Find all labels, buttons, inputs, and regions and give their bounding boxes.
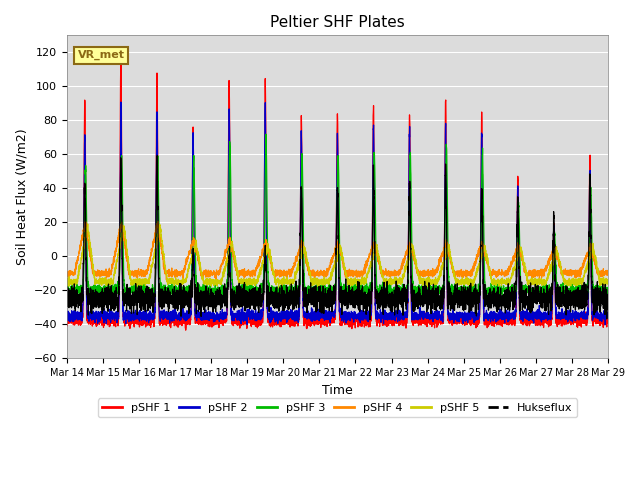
pSHF 3 [262, 132, 270, 137]
pSHF 1 [429, 317, 436, 323]
pSHF 2 [604, 315, 612, 321]
Hukseflux [317, 289, 325, 295]
pSHF 2 [429, 310, 436, 316]
pSHF 4 [154, 218, 162, 224]
pSHF 3 [604, 290, 611, 296]
pSHF 1 [317, 319, 325, 325]
Hukseflux [154, 153, 161, 158]
pSHF 2 [459, 314, 467, 320]
pSHF 2 [117, 99, 125, 105]
Hukseflux [604, 307, 612, 312]
pSHF 2 [490, 314, 497, 320]
pSHF 3 [134, 296, 142, 301]
Hukseflux [160, 293, 168, 299]
pSHF 3 [160, 288, 168, 294]
Y-axis label: Soil Heat Flux (W/m2): Soil Heat Flux (W/m2) [15, 129, 28, 265]
Title: Peltier SHF Plates: Peltier SHF Plates [270, 15, 404, 30]
pSHF 2 [63, 315, 70, 321]
pSHF 5 [63, 275, 70, 281]
pSHF 5 [84, 221, 92, 227]
pSHF 3 [604, 286, 612, 291]
Hukseflux [490, 296, 497, 302]
Hukseflux [459, 307, 467, 312]
pSHF 1 [490, 321, 497, 327]
pSHF 5 [275, 285, 282, 291]
pSHF 3 [63, 285, 70, 291]
pSHF 2 [602, 322, 609, 328]
pSHF 5 [604, 282, 612, 288]
Hukseflux [429, 296, 436, 301]
Line: Hukseflux: Hukseflux [67, 156, 608, 320]
pSHF 1 [604, 310, 612, 316]
pSHF 1 [63, 317, 70, 323]
Line: pSHF 2: pSHF 2 [67, 102, 608, 325]
pSHF 5 [604, 280, 611, 286]
X-axis label: Time: Time [322, 384, 353, 396]
pSHF 3 [317, 288, 325, 294]
pSHF 1 [160, 317, 168, 323]
pSHF 2 [604, 312, 611, 318]
pSHF 5 [160, 254, 168, 260]
Hukseflux [366, 317, 374, 323]
Line: pSHF 3: pSHF 3 [67, 134, 608, 299]
pSHF 5 [429, 278, 436, 284]
pSHF 4 [604, 272, 611, 277]
Line: pSHF 5: pSHF 5 [67, 224, 608, 288]
pSHF 4 [459, 274, 467, 279]
pSHF 1 [604, 318, 611, 324]
pSHF 5 [459, 277, 467, 283]
pSHF 4 [490, 270, 497, 276]
Hukseflux [604, 298, 611, 303]
pSHF 1 [182, 327, 189, 333]
pSHF 5 [490, 280, 497, 286]
pSHF 3 [459, 288, 467, 293]
pSHF 3 [429, 285, 436, 291]
pSHF 2 [160, 307, 168, 313]
Text: VR_met: VR_met [77, 50, 125, 60]
Line: pSHF 4: pSHF 4 [67, 221, 608, 280]
pSHF 4 [317, 271, 325, 276]
pSHF 5 [317, 276, 325, 282]
pSHF 4 [163, 277, 170, 283]
pSHF 1 [459, 318, 467, 324]
pSHF 1 [117, 53, 125, 59]
pSHF 4 [160, 266, 168, 272]
Line: pSHF 1: pSHF 1 [67, 56, 608, 330]
pSHF 3 [490, 288, 497, 293]
pSHF 4 [429, 270, 436, 276]
pSHF 4 [63, 272, 70, 277]
pSHF 4 [604, 272, 612, 278]
pSHF 2 [317, 312, 325, 318]
Hukseflux [63, 291, 70, 297]
Legend: pSHF 1, pSHF 2, pSHF 3, pSHF 4, pSHF 5, Hukseflux: pSHF 1, pSHF 2, pSHF 3, pSHF 4, pSHF 5, … [98, 398, 577, 417]
